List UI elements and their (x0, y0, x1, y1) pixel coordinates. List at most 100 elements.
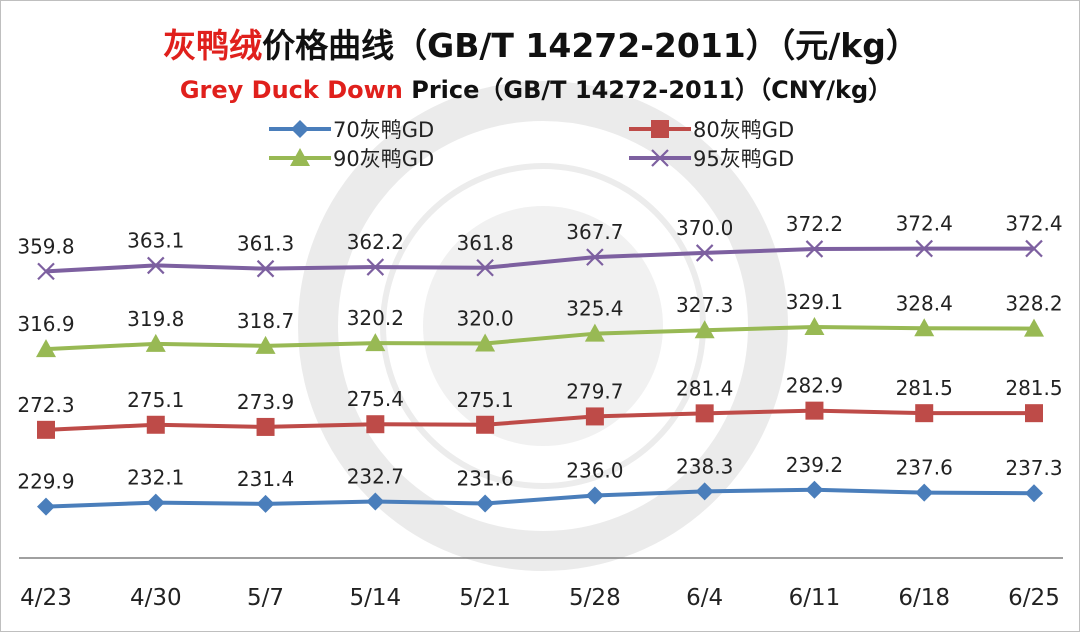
data-label: 236.0 (566, 459, 623, 483)
legend-label: 95灰鸭GD (693, 147, 794, 171)
data-point (915, 404, 934, 423)
data-label: 367.7 (566, 220, 623, 244)
data-point (586, 248, 604, 266)
data-point (694, 320, 715, 339)
data-label: 320.0 (456, 306, 513, 330)
legend-entry: 95灰鸭GD (629, 147, 794, 171)
data-label: 279.7 (566, 379, 623, 403)
data-label: 237.6 (896, 456, 953, 480)
data-point (366, 492, 385, 511)
data-label: 232.1 (127, 466, 184, 490)
data-label: 238.3 (676, 454, 733, 478)
data-label: 272.3 (17, 393, 74, 417)
data-label: 363.1 (127, 228, 184, 252)
data-label: 320.2 (347, 306, 404, 330)
legend: 70灰鸭GD 80灰鸭GD 90灰鸭GD 95灰鸭GD (269, 118, 794, 171)
data-label: 282.9 (786, 374, 843, 398)
data-point (37, 420, 55, 439)
data-label: 281.5 (896, 376, 953, 400)
data-point (1025, 404, 1043, 423)
series-line (45, 408, 1034, 432)
data-label: 239.2 (786, 453, 843, 477)
x-tick-label: 4/30 (130, 585, 182, 611)
data-point (366, 258, 385, 276)
data-label: 372.4 (896, 212, 953, 236)
data-point (256, 259, 275, 278)
data-label: 328.4 (896, 291, 953, 315)
data-label: 372.2 (786, 212, 843, 236)
data-point (585, 486, 604, 505)
series-line (45, 324, 1035, 352)
data-point (695, 482, 714, 501)
data-point (915, 483, 934, 502)
data-point (37, 497, 55, 516)
data-label: 275.4 (347, 387, 404, 411)
data-point (476, 259, 494, 277)
data-label: 231.6 (456, 467, 513, 491)
legend-label: 70灰鸭GD (333, 118, 434, 142)
series-1: 229.9 232.1 231.4 232.7 231.6 236.0 238.3 239.2… (17, 453, 1063, 516)
data-label: 281.4 (676, 376, 733, 400)
data-point (475, 333, 496, 352)
x-tick-label: 5/21 (459, 585, 511, 611)
data-point (804, 316, 825, 335)
legend-entry: 90灰鸭GD (269, 147, 434, 171)
data-point (584, 323, 605, 342)
data-label: 328.2 (1005, 292, 1062, 316)
data-point (146, 415, 165, 434)
data-point (37, 262, 55, 281)
legend-label: 80灰鸭GD (693, 118, 794, 142)
data-label: 325.4 (566, 297, 623, 321)
data-point (805, 480, 824, 499)
data-point (476, 415, 495, 434)
data-label: 362.2 (347, 230, 404, 254)
data-label: 316.9 (17, 312, 74, 336)
series-4: 359.8 363.1 361.3 362.2 361.8 367.7 370.0 372.2… (17, 212, 1063, 281)
legend-marker (651, 149, 669, 167)
legend-marker (290, 148, 310, 166)
data-label: 231.4 (237, 467, 294, 491)
series-2: 272.3 275.1 273.9 275.4 275.1 279.7 281.4 282.9… (17, 374, 1063, 439)
data-label: 237.3 (1005, 456, 1062, 480)
chart-subtitle: Grey Duck Down Price（GB/T 14272-2011）（CN… (180, 76, 892, 104)
legend-marker (651, 120, 669, 138)
data-point (255, 335, 276, 354)
chart-title-rest: 价格曲线（GB/T 14272-2011）（元/kg） (262, 26, 919, 65)
x-axis-ticks: 4/23 4/30 5/7 5/14 5/21 5/28 6/4 6/11 6/18 6/25 (20, 585, 1060, 611)
plot-area: 229.9 232.1 231.4 232.7 231.6 236.0 238.3 239.2… (17, 212, 1063, 516)
data-label: 329.1 (786, 290, 843, 314)
data-point (256, 494, 275, 513)
data-point (915, 239, 933, 258)
data-label: 327.3 (676, 293, 733, 317)
x-tick-label: 6/4 (686, 585, 723, 611)
x-tick-label: 5/7 (247, 585, 284, 611)
data-point (695, 404, 714, 423)
data-label: 275.1 (127, 388, 184, 412)
data-label: 281.5 (1005, 376, 1062, 400)
data-point (695, 244, 714, 262)
series-line (45, 487, 1035, 509)
data-point (914, 318, 935, 337)
x-tick-label: 4/23 (20, 585, 72, 611)
chart-title-highlight: 灰鸭绒 (163, 26, 262, 65)
x-tick-label: 6/25 (1008, 585, 1060, 611)
data-point (1024, 318, 1044, 337)
data-point (36, 339, 56, 358)
data-point (585, 407, 604, 426)
data-label: 232.7 (347, 465, 404, 489)
data-point (147, 256, 165, 275)
data-label: 370.0 (676, 216, 733, 240)
data-label: 361.3 (237, 232, 294, 256)
data-point (365, 333, 386, 352)
series-3: 316.9 319.8 318.7 320.2 320.0 325.4 327.3 329.1… (17, 290, 1063, 358)
data-point (1025, 239, 1043, 258)
data-label: 361.8 (456, 231, 513, 255)
data-point (146, 493, 165, 512)
data-label: 319.8 (127, 307, 184, 331)
series-line (45, 246, 1034, 274)
chart-subtitle-highlight: Grey Duck Down (180, 76, 403, 104)
x-tick-label: 6/11 (789, 585, 841, 611)
data-label: 273.9 (237, 390, 294, 414)
data-point (476, 494, 495, 513)
